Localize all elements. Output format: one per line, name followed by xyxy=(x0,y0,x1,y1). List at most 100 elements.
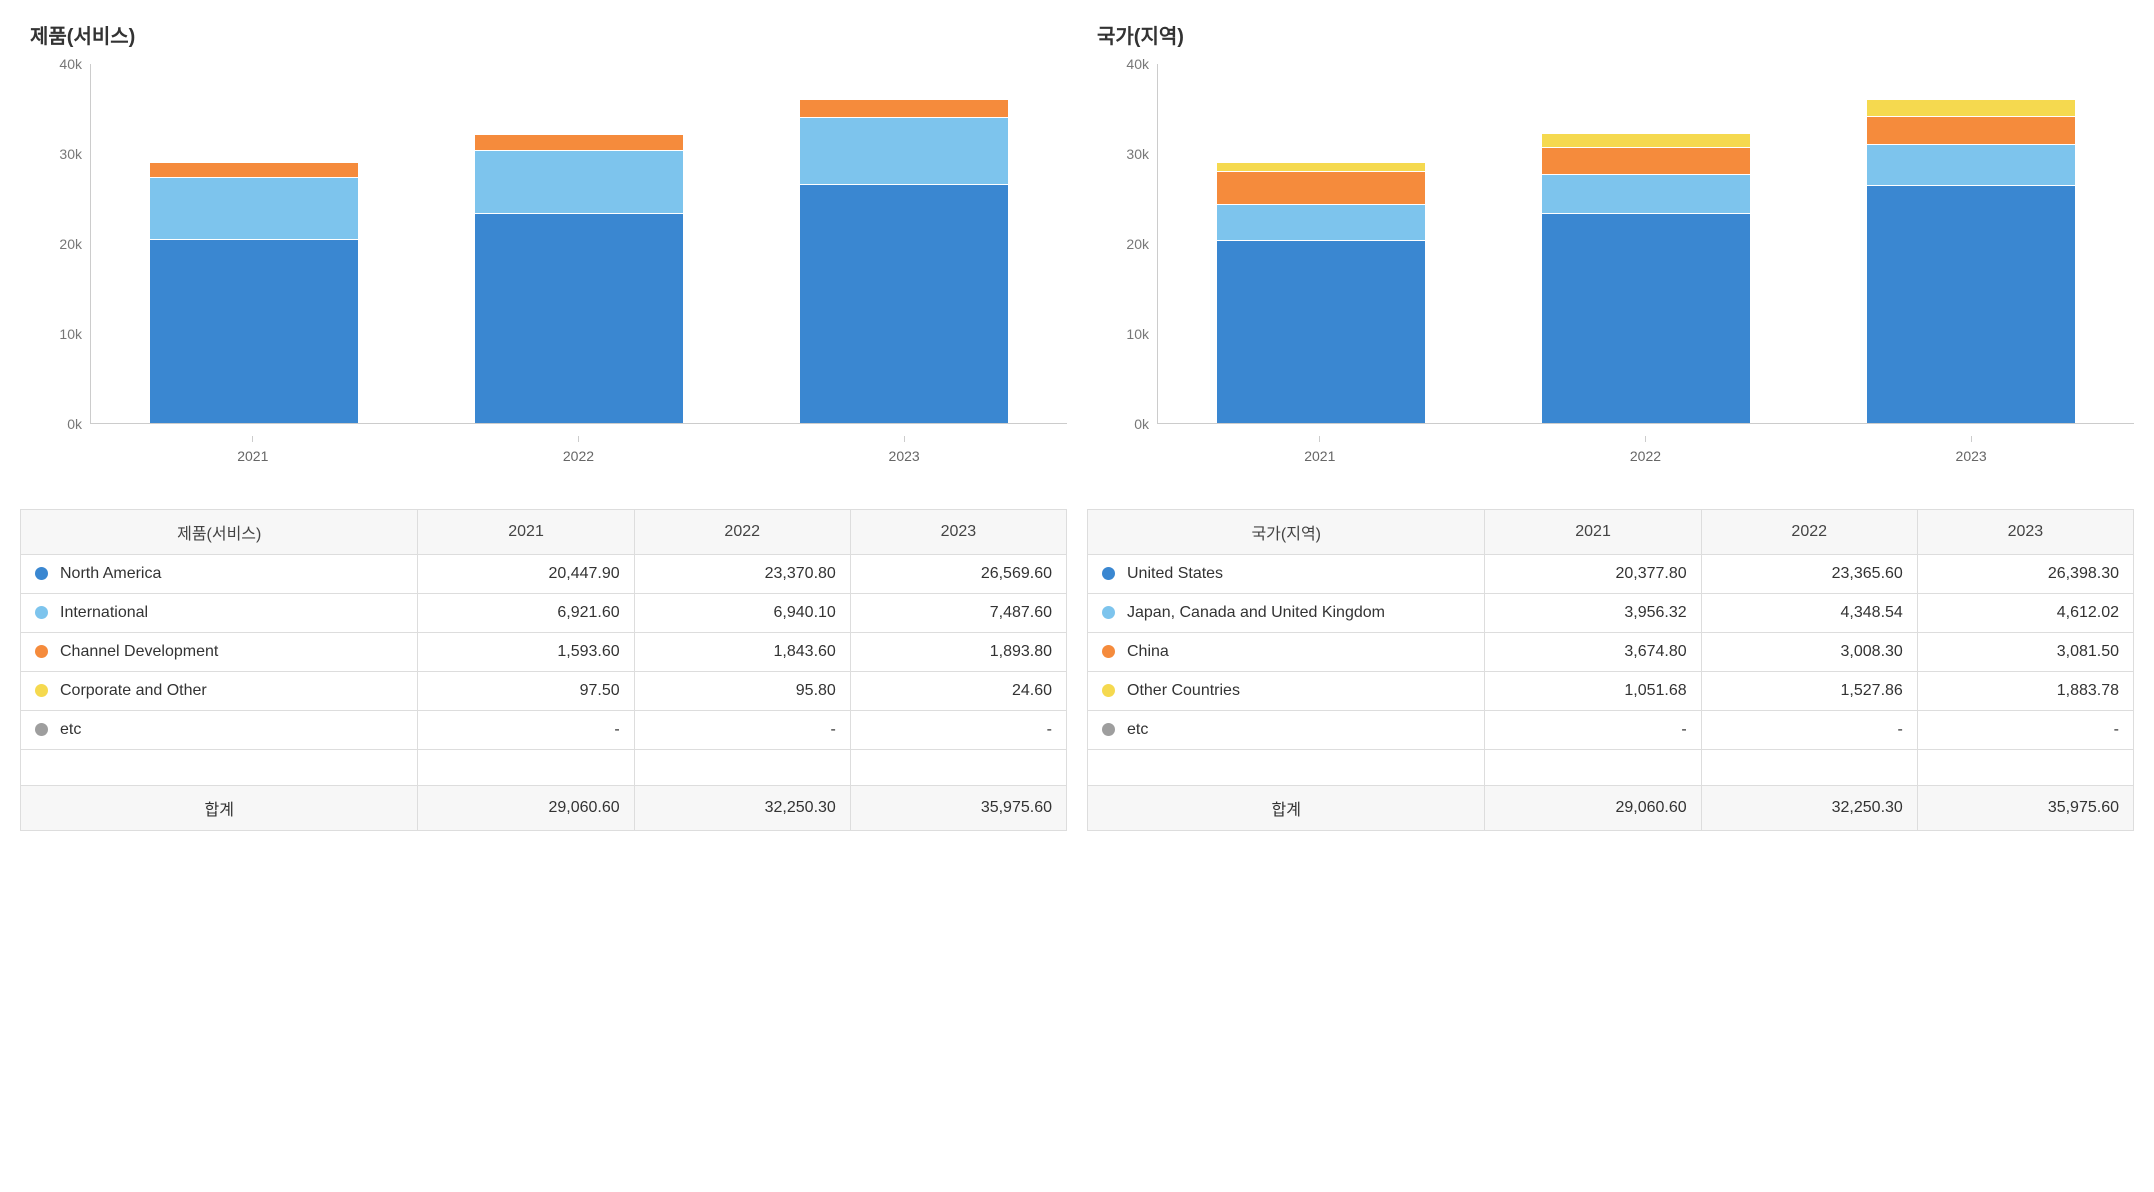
bar-segment xyxy=(475,134,683,151)
stacked-bar xyxy=(1867,64,2075,423)
series-label-cell: Channel Development xyxy=(21,633,418,672)
series-label-cell: etc xyxy=(21,711,418,750)
value-cell: 6,940.10 xyxy=(634,594,850,633)
value-cell: 1,527.86 xyxy=(1701,672,1917,711)
table-products: 제품(서비스)202120222023North America20,447.9… xyxy=(20,509,1067,831)
dashboard: 제품(서비스) 0k10k20k30k40k 202120222023 제품(서… xyxy=(20,20,2134,831)
legend-dot-icon xyxy=(35,645,48,658)
y-axis: 0k10k20k30k40k xyxy=(20,64,90,424)
bar-group xyxy=(127,64,381,423)
series-label-cell: Japan, Canada and United Kingdom xyxy=(1088,594,1485,633)
total-cell: 29,060.60 xyxy=(1485,786,1701,831)
table-row: etc--- xyxy=(21,711,1067,750)
table-row: Other Countries1,051.681,527.861,883.78 xyxy=(1088,672,2134,711)
bars-container xyxy=(91,64,1067,423)
total-row: 합계29,060.6032,250.3035,975.60 xyxy=(1088,786,2134,831)
series-name: Corporate and Other xyxy=(60,682,207,699)
value-cell: 3,081.50 xyxy=(1917,633,2133,672)
value-cell: 1,883.78 xyxy=(1917,672,2133,711)
y-tick-label: 40k xyxy=(59,56,82,72)
total-cell: 29,060.60 xyxy=(418,786,634,831)
value-cell: - xyxy=(850,711,1066,750)
value-cell: 4,612.02 xyxy=(1917,594,2133,633)
value-cell: 24.60 xyxy=(850,672,1066,711)
total-label: 합계 xyxy=(21,786,418,831)
table-row: International6,921.606,940.107,487.60 xyxy=(21,594,1067,633)
table-row: Japan, Canada and United Kingdom3,956.32… xyxy=(1088,594,2134,633)
stacked-bar xyxy=(475,64,683,423)
table-row: Corporate and Other97.5095.8024.60 xyxy=(21,672,1067,711)
bar-segment xyxy=(1217,240,1425,423)
table-row: China3,674.803,008.303,081.50 xyxy=(1088,633,2134,672)
series-label-cell: International xyxy=(21,594,418,633)
bars-container xyxy=(1158,64,2134,423)
chart-title-regions: 국가(지역) xyxy=(1097,20,2134,49)
value-cell: 23,365.60 xyxy=(1701,555,1917,594)
legend-dot-icon xyxy=(1102,567,1115,580)
table-header-year: 2022 xyxy=(634,510,850,555)
bar-group xyxy=(452,64,706,423)
value-cell: - xyxy=(634,711,850,750)
panel-regions: 국가(지역) 0k10k20k30k40k 202120222023 국가(지역… xyxy=(1087,20,2134,831)
series-name: International xyxy=(60,604,148,621)
spacer-row xyxy=(21,750,1067,786)
series-name: Other Countries xyxy=(1127,682,1240,699)
value-cell: 4,348.54 xyxy=(1701,594,1917,633)
series-label-cell: etc xyxy=(1088,711,1485,750)
series-label-cell: Other Countries xyxy=(1088,672,1485,711)
table-row: United States 20,377.8023,365.6026,398.30 xyxy=(1088,555,2134,594)
table-header-year: 2022 xyxy=(1701,510,1917,555)
value-cell: 3,674.80 xyxy=(1485,633,1701,672)
stacked-bar xyxy=(800,64,1008,423)
value-cell: 20,447.90 xyxy=(418,555,634,594)
y-tick-label: 30k xyxy=(1126,146,1149,162)
x-tick-label: 2023 xyxy=(777,436,1031,464)
bar-segment xyxy=(1542,133,1750,147)
value-cell: 1,893.80 xyxy=(850,633,1066,672)
total-cell: 35,975.60 xyxy=(1917,786,2133,831)
bar-segment xyxy=(800,184,1008,423)
value-cell: 97.50 xyxy=(418,672,634,711)
series-label-cell: United States xyxy=(1088,555,1485,594)
table-row: Channel Development1,593.601,843.601,893… xyxy=(21,633,1067,672)
table-row: North America20,447.9023,370.8026,569.60 xyxy=(21,555,1067,594)
stacked-bar xyxy=(1217,64,1425,423)
y-tick-label: 10k xyxy=(1126,326,1149,342)
bar-segment xyxy=(475,213,683,423)
bar-segment xyxy=(1867,116,2075,144)
total-cell: 35,975.60 xyxy=(850,786,1066,831)
stacked-bar xyxy=(1542,64,1750,423)
table-header-label: 국가(지역) xyxy=(1088,510,1485,555)
bar-segment xyxy=(1542,174,1750,213)
series-label-cell: Corporate and Other xyxy=(21,672,418,711)
series-name: North America xyxy=(60,565,161,582)
bar-group xyxy=(1194,64,1448,423)
y-tick-label: 0k xyxy=(67,416,82,432)
table-header-year: 2023 xyxy=(850,510,1066,555)
x-tick-label: 2022 xyxy=(451,436,705,464)
y-tick-label: 10k xyxy=(59,326,82,342)
x-axis-labels: 202120222023 xyxy=(1157,436,2134,464)
y-tick-label: 20k xyxy=(59,236,82,252)
value-cell: 3,956.32 xyxy=(1485,594,1701,633)
series-name: etc xyxy=(1127,721,1148,738)
x-axis-labels: 202120222023 xyxy=(90,436,1067,464)
chart-title-products: 제품(서비스) xyxy=(30,20,1067,49)
total-cell: 32,250.30 xyxy=(1701,786,1917,831)
legend-dot-icon xyxy=(1102,723,1115,736)
panel-products: 제품(서비스) 0k10k20k30k40k 202120222023 제품(서… xyxy=(20,20,1067,831)
value-cell: 1,593.60 xyxy=(418,633,634,672)
series-name: etc xyxy=(60,721,81,738)
chart-products: 0k10k20k30k40k 202120222023 xyxy=(20,64,1067,484)
series-label-cell: China xyxy=(1088,633,1485,672)
value-cell: - xyxy=(418,711,634,750)
x-tick-label: 2023 xyxy=(1844,436,2098,464)
bar-group xyxy=(777,64,1031,423)
total-label: 합계 xyxy=(1088,786,1485,831)
value-cell: 26,398.30 xyxy=(1917,555,2133,594)
bar-segment xyxy=(1217,171,1425,204)
bar-group xyxy=(1519,64,1773,423)
legend-dot-icon xyxy=(35,606,48,619)
value-cell: 20,377.80 xyxy=(1485,555,1701,594)
series-name: United States xyxy=(1127,565,1223,582)
